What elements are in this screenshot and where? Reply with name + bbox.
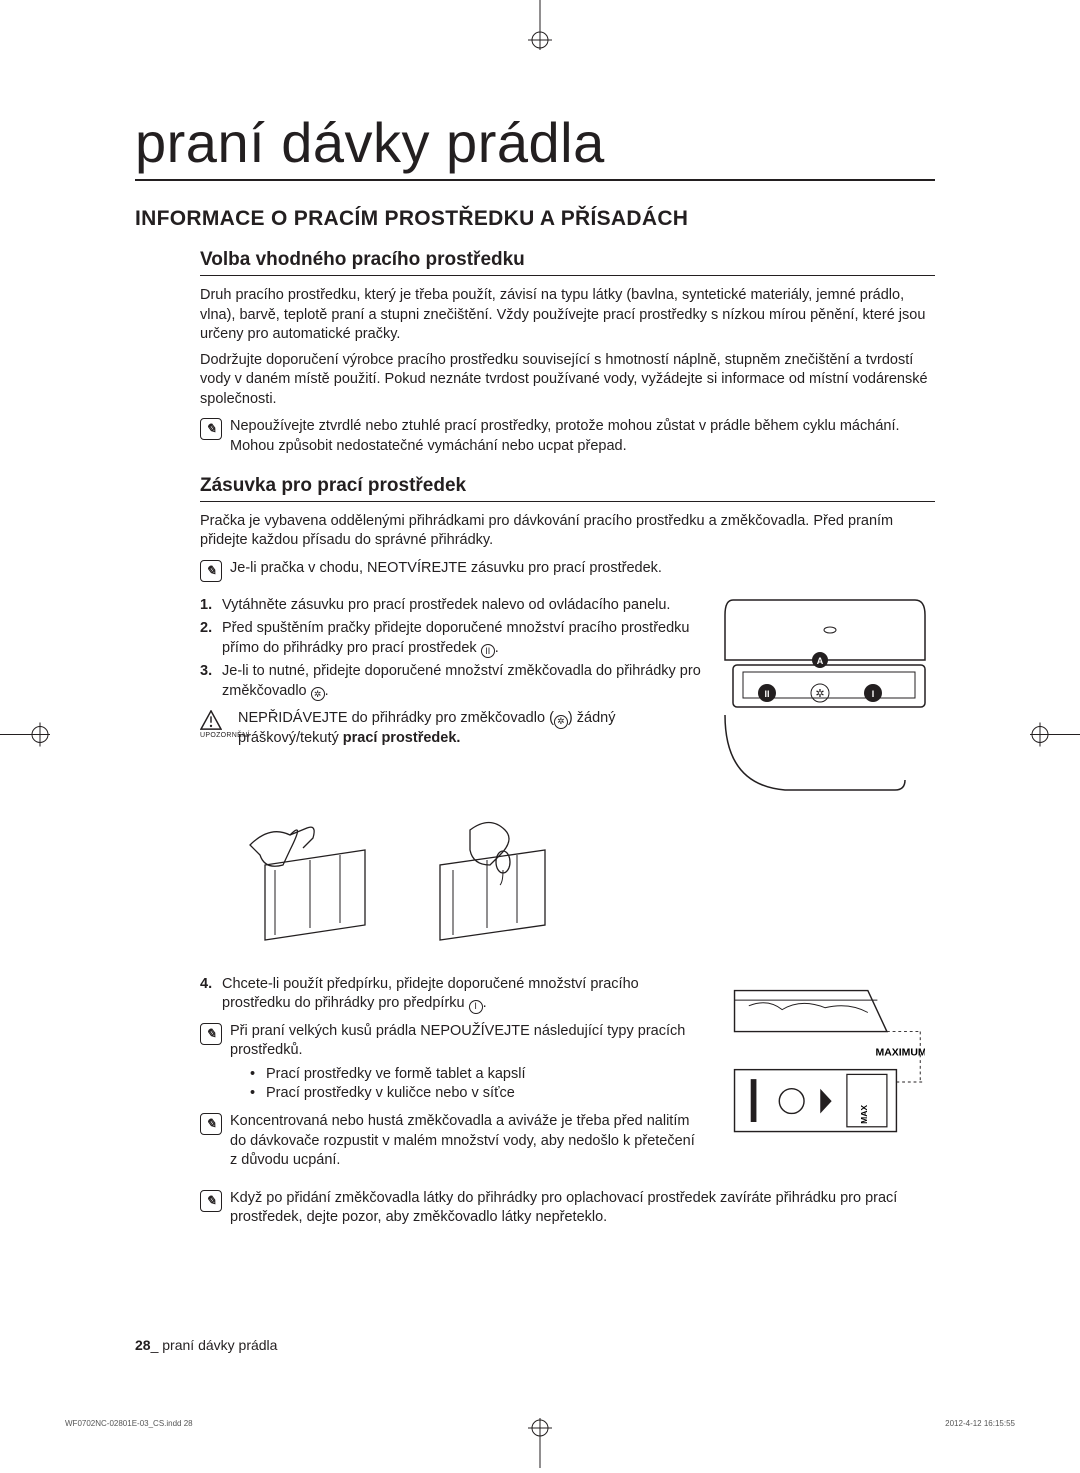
crop-mark-left (0, 717, 50, 756)
step-4: 4. Chcete-li použít předpírku, přidejte … (200, 975, 701, 1014)
step-3: 3. Je-li to nutné, přidejte doporučené m… (200, 662, 701, 701)
note-concentrated: ✎ Koncentrovaná nebo hustá změkčovadla a… (200, 1112, 701, 1171)
timestamp: 2012-4-12 16:15:55 (945, 1419, 1015, 1428)
sec2-intro: Pračka je vybavena oddělenými přihrádkam… (200, 512, 935, 551)
step-3-text: Je-li to nutné, přidejte doporučené množ… (222, 662, 701, 701)
crop-mark-top (523, 0, 557, 55)
max-label-top: MAXIMUM (875, 1047, 925, 1058)
page-number: 28 (135, 1337, 151, 1353)
illus-pour-left (235, 810, 385, 960)
softener-glyph: ✲ (554, 715, 568, 729)
note-conc-text: Koncentrovaná nebo hustá změkčovadla a a… (230, 1112, 701, 1171)
note-icon: ✎ (200, 1190, 222, 1212)
page-footer: 28_ praní dávky prádla (135, 1337, 277, 1353)
bullet-tablets: •Prací prostředky ve formě tablet a kaps… (244, 1065, 701, 1085)
illus-pour-right (415, 810, 565, 960)
softener-glyph: ✲ (311, 687, 325, 701)
pouring-illustrations (230, 805, 570, 965)
page-title: praní dávky prádla (135, 110, 935, 181)
step-2-text: Před spuštěním pračky přidejte doporučen… (222, 619, 701, 658)
crop-mark-right (1030, 717, 1080, 756)
note-hardened-detergent: ✎ Nepoužívejte ztvrdlé nebo ztuhlé prací… (200, 417, 935, 456)
warning-icon (200, 710, 222, 730)
note-icon: ✎ (200, 1113, 222, 1135)
bullet-ball-net: •Prací prostředky v kuličce nebo v síťce (244, 1084, 701, 1104)
svg-text:A: A (817, 656, 824, 666)
note-icon: ✎ (200, 418, 222, 440)
drawer-diagram: A II ✲ I (715, 590, 935, 795)
max-level-diagram: MAXIMUM MAX (725, 975, 925, 1150)
sec1-para1: Druh pracího prostředku, který je třeba … (200, 286, 935, 345)
section-heading: INFORMACE O PRACÍM PROSTŘEDKU A PŘÍSADÁC… (135, 207, 935, 231)
steps-list: 1. Vytáhněte zásuvku pro prací prostřede… (200, 596, 701, 702)
note-large-text: Při praní velkých kusů prádla NEPOUŽÍVEJ… (230, 1022, 701, 1061)
note-text: Je-li pračka v chodu, NEOTVÍREJTE zásuvk… (230, 559, 662, 579)
note-icon: ✎ (200, 560, 222, 582)
footer-text: praní dávky prádla (162, 1337, 277, 1353)
compartment-1-glyph: I (469, 1000, 483, 1014)
note-do-not-open: ✎ Je-li pračka v chodu, NEOTVÍREJTE zásu… (200, 559, 935, 582)
sub-title-1: Volba vhodného pracího prostředku (200, 249, 935, 276)
svg-text:MAX: MAX (859, 1104, 869, 1123)
note-icon: ✎ (200, 1023, 222, 1045)
warning-text: NEPŘIDÁVEJTE do přihrádky pro změkčovadl… (238, 709, 701, 748)
subsection-drawer: Zásuvka pro prací prostředek Pračka je v… (200, 475, 935, 1228)
svg-text:II: II (764, 689, 769, 699)
sec1-para2: Dodržujte doporučení výrobce pracího pro… (200, 351, 935, 410)
compartment-2-glyph: II (481, 644, 495, 658)
step-2: 2. Před spuštěním pračky přidejte doporu… (200, 619, 701, 658)
indd-ref: WF0702NC-02801E-03_CS.indd 28 (65, 1419, 193, 1428)
note-close-text: Když po přidání změkčovadla látky do při… (230, 1189, 935, 1228)
sub-title-2: Zásuvka pro prací prostředek (200, 475, 935, 502)
step-1-text: Vytáhněte zásuvku pro prací prostředek n… (222, 596, 670, 616)
note-closing-drawer: ✎ Když po přidání změkčovadla látky do p… (200, 1189, 935, 1228)
subsection-detergent-choice: Volba vhodného pracího prostředku Druh p… (200, 249, 935, 457)
svg-text:✲: ✲ (815, 688, 824, 700)
warning-no-detergent-in-softener: UPOZORNĚNÍ NEPŘIDÁVEJTE do přihrádky pro… (200, 709, 701, 748)
note-text: Nepoužívejte ztvrdlé nebo ztuhlé prací p… (230, 417, 935, 456)
note-large-items: ✎ Při praní velkých kusů prádla NEPOUŽÍV… (200, 1022, 701, 1104)
step-1: 1. Vytáhněte zásuvku pro prací prostřede… (200, 596, 701, 616)
step-4-text: Chcete-li použít předpírku, přidejte dop… (222, 975, 701, 1014)
warning-label: UPOZORNĚNÍ (200, 732, 230, 739)
crop-mark-bottom (523, 1418, 557, 1473)
svg-text:I: I (872, 689, 875, 699)
